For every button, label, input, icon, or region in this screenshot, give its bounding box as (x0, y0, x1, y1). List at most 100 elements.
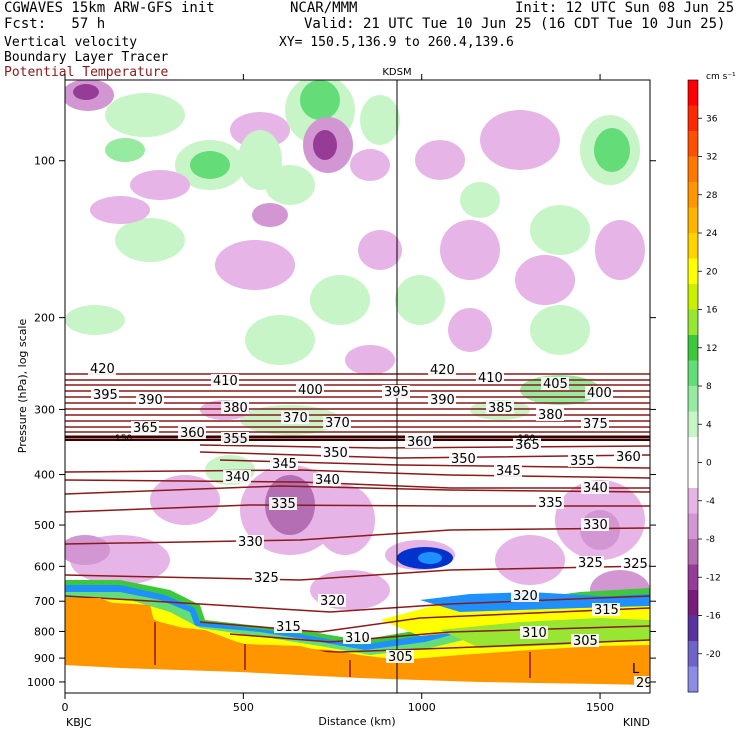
x-axis: 0 500 1000 1500 (62, 74, 614, 714)
vertical-velocity-field (65, 80, 650, 610)
theta-contour-label: 315 (594, 603, 619, 618)
colorbar-tick-label: 20 (706, 267, 718, 277)
theta-label-bg (221, 432, 249, 445)
theta-label-bg (576, 556, 604, 569)
theta-contour-label: 340 (225, 470, 250, 485)
theta-contour-label: 340 (583, 481, 608, 496)
theta-contour-label: 390 (138, 393, 163, 408)
y-tick-label: 600 (34, 560, 55, 573)
theta-label-bg (486, 401, 514, 414)
colorbar-swatch (688, 131, 698, 157)
theta-label-bg (274, 620, 302, 633)
theta-label-bg (405, 435, 433, 448)
cross-section-endpoints: XY= 150.5,136.9 to 260.4,139.6 (279, 35, 514, 50)
theta-contour-label: 325 (254, 571, 279, 586)
theta-label-bg (536, 496, 564, 509)
y-tick-label: 100 (34, 155, 55, 168)
theta-contour-label: 330 (583, 518, 608, 533)
x-axis-title: Distance (km) (318, 715, 395, 728)
theta-contour-label: 325 (623, 557, 648, 572)
colorbar-tick-label: -16 (706, 612, 721, 622)
forecast-hour: Fcst: 57 h (4, 16, 106, 32)
tropopause-label: 150 (518, 434, 535, 444)
theta-label-bg (321, 446, 349, 459)
theta-contour-label: 340 (315, 473, 340, 488)
colorbar-swatch (688, 105, 698, 132)
colorbar-tick-label: 8 (706, 382, 712, 392)
theta-label-bg (136, 393, 164, 406)
theta-label-bg (236, 535, 264, 548)
y-tick-label: 700 (34, 595, 55, 608)
theta-contour-label: 335 (271, 497, 296, 512)
theta-label-bg (131, 421, 159, 434)
colorbar-swatch (688, 488, 698, 514)
theta-label-bg (568, 454, 596, 467)
colorbar-tick-label: 4 (706, 420, 712, 430)
theta-contour-label: 297 (636, 676, 661, 691)
theta-label-bg (585, 386, 613, 399)
theta-contour-label: 355 (570, 454, 595, 469)
colorbar-unit: cm s⁻¹ (706, 72, 736, 82)
colorbar-swatch (688, 309, 698, 336)
colorbar-swatch (688, 539, 698, 565)
theta-label-bg (296, 383, 324, 396)
theta-label-bg (621, 557, 649, 570)
colorbar-swatch (688, 360, 698, 387)
theta-contour-label: 305 (573, 634, 598, 649)
theta-label-bg (494, 464, 522, 477)
colorbar-tick-label: -8 (706, 535, 715, 545)
theta-label-bg (513, 438, 541, 451)
colorbar-swatch (688, 386, 698, 412)
theta-contour-label: 350 (323, 446, 348, 461)
theta-contour-label: 365 (133, 421, 158, 436)
theta-contour-label: 310 (345, 631, 370, 646)
theta-label-bg (536, 408, 564, 421)
theta-contour-label: 400 (587, 386, 612, 401)
theta-contour-label: 355 (223, 432, 248, 447)
theta-contour-label: 320 (320, 594, 345, 609)
theta-contour-label: 345 (272, 457, 297, 472)
theta-label-bg (252, 571, 280, 584)
colorbar-tick-label: 28 (706, 191, 718, 201)
theta-label-bg (178, 426, 206, 439)
theta-label-bg (614, 450, 642, 463)
theta-contour-label: 420 (90, 362, 115, 377)
theta-contour-label: 320 (513, 589, 538, 604)
theta-contour-label: 390 (430, 393, 455, 408)
theta-contour-label: 360 (180, 426, 205, 441)
theta-label-bg (581, 518, 609, 531)
theta-contour-label: 360 (407, 435, 432, 450)
theta-contour-label: 375 (583, 417, 608, 432)
theta-contour-label: 330 (238, 535, 263, 550)
tropopause-label: 150 (115, 434, 132, 444)
plot-area: 420 420 410 410 405 400 400 395 395 390 390 385 380 3… (65, 80, 661, 693)
station-label: KDSM (382, 67, 411, 78)
colorbar-swatch (688, 156, 698, 183)
colorbar-swatch (688, 207, 698, 234)
theta-contour-label: 410 (478, 371, 503, 386)
colorbar-swatch (688, 182, 698, 208)
colorbar-tick-label: 36 (706, 114, 718, 124)
y-tick-label: 800 (34, 625, 55, 638)
colorbar-swatch (688, 564, 698, 591)
x-tick-label: 0 (62, 701, 69, 714)
colorbar-swatch (688, 462, 698, 489)
colorbar-tick-label: 16 (706, 306, 718, 316)
theta-label-bg (581, 481, 609, 494)
x-tick-label: 1000 (408, 701, 436, 714)
colorbar-swatch (688, 411, 698, 438)
colorbar-swatch (688, 615, 698, 642)
theta-contour-label: 310 (522, 626, 547, 641)
theta-label-bg (428, 363, 456, 376)
theta-label-bg (541, 377, 569, 390)
theta-label-bg (511, 589, 539, 602)
field-potential-temperature: Potential Temperature (4, 65, 169, 80)
colorbar-tick-label: -20 (706, 650, 721, 660)
theta-contour-label: 345 (496, 464, 521, 479)
colorbar-tick-label: 12 (706, 344, 717, 354)
field-vertical-velocity: Vertical velocity (4, 35, 138, 50)
model-title: CGWAVES 15km ARW-GFS init (4, 0, 215, 16)
theta-contour-label: 325 (578, 556, 603, 571)
colorbar-swatch (688, 513, 698, 540)
